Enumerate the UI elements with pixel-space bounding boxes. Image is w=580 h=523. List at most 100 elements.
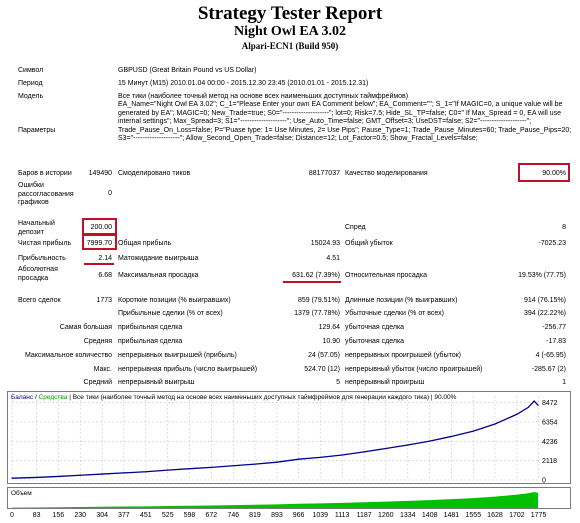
y-tick-label: 6354: [542, 419, 558, 426]
x-tick-label: 1260: [378, 512, 394, 519]
balance-point: [123, 472, 125, 474]
largest-loss-value: -256.77: [542, 324, 566, 331]
x-tick-label: 1481: [443, 512, 460, 519]
max-loss-label: непрерывный убыток (число проигрышей): [345, 366, 483, 373]
x-tick-label: 1628: [487, 512, 503, 519]
x-tick-label: 156: [52, 512, 65, 519]
period-value: 15 Минут (M15) 2010.01.04 00:00 - 2015.1…: [118, 80, 369, 87]
x-tick-label: 598: [183, 512, 196, 519]
balance-point: [232, 465, 234, 467]
balance-point: [276, 461, 278, 463]
balance-point: [429, 440, 431, 442]
spread-value: 8: [562, 224, 566, 231]
reldd-value: 19.53% (77.75): [518, 272, 566, 279]
maxcount-losses-value: 4 (-65.95): [535, 352, 566, 359]
bars-label: Баров в истории: [18, 170, 72, 177]
x-tick-label: 1334: [399, 512, 416, 519]
balance-point: [494, 423, 496, 425]
maxdd-value: 631.62 (7.39%): [292, 272, 340, 279]
x-tick-label: 893: [271, 512, 283, 519]
balance-point: [450, 435, 452, 438]
highlight-deposit: [82, 218, 117, 235]
average-loss-value: -17.83: [546, 338, 566, 345]
deposit-label: Начальный депозит: [18, 220, 55, 236]
balance-point: [210, 466, 212, 468]
average-profit-label: прибыльная сделка: [118, 338, 183, 345]
y-tick-label: 8472: [542, 400, 558, 407]
x-tick-label: 819: [249, 512, 261, 519]
grossloss-value: -7025.23: [538, 240, 566, 247]
legend-equity: Средства: [38, 394, 68, 401]
x-tick-label: 525: [161, 512, 174, 519]
model-label: Модель: [18, 93, 44, 100]
balance-point: [36, 476, 38, 479]
x-tick-label: 1555: [465, 512, 482, 519]
spread-label: Спред: [345, 224, 366, 231]
balance-chart: 8472 6354 4236 2118 0 Баланс / Средства | Вс…: [7, 391, 571, 484]
x-tick-label: 966: [292, 512, 305, 519]
grossloss-label: Общий убыток: [345, 240, 393, 247]
largest-label: Самая большая: [59, 324, 112, 331]
balance-point: [533, 400, 535, 402]
symbol-value: GBPUSD (Great Britain Pound vs US Dollar…: [118, 67, 257, 74]
balance-point: [537, 404, 539, 406]
legend-quality: 90.00%: [434, 394, 457, 401]
balance-point: [254, 463, 256, 465]
quality-label: Качество моделирования: [345, 170, 428, 177]
balance-point: [527, 406, 529, 409]
legend-model: Все тики (наиболее точный метод на основ…: [72, 394, 430, 401]
chart-grid: [11, 396, 539, 481]
balance-point: [516, 413, 518, 415]
profit-trades-label: Прибыльные сделки (% от всех): [118, 310, 223, 317]
volume-area: [12, 492, 538, 508]
underline-pf: [84, 263, 114, 265]
netprofit-label: Чистая прибыль: [18, 240, 72, 247]
average-label: Средняя: [83, 338, 112, 345]
avg-label: Средний: [83, 379, 112, 386]
model-value: Все тики (наиболее точный метод на основ…: [118, 93, 409, 100]
x-tick-label: 230: [74, 512, 87, 519]
underline-maxdd: [283, 281, 341, 283]
grossprofit-label: Общая прибыль: [118, 240, 172, 247]
avg-losses-label: непрерывный проигрыш: [345, 379, 425, 386]
x-tick-label: 672: [205, 512, 218, 519]
volume-chart-svg: [12, 492, 538, 508]
pf-label: Прибыльность: [18, 255, 66, 262]
report-title: Strategy Tester Report: [197, 3, 383, 24]
deposit-value: 200.00: [90, 224, 112, 231]
max-loss-value: -285.67 (2): [531, 366, 566, 373]
balance-point: [407, 444, 409, 446]
broker-build: Alpari-ECN1 (Build 950): [241, 41, 339, 51]
balance-point: [363, 451, 365, 453]
max-profit-label: непрерывная прибыль (число выигрышей): [118, 366, 258, 373]
balance-line: [11, 400, 539, 479]
volume-chart: Объем: [7, 487, 571, 509]
balance-point: [11, 477, 13, 479]
balance-chart-svg: 8472 6354 4236 2118 0: [11, 396, 558, 483]
x-tick-label: 746: [227, 512, 240, 519]
largest-profit-value: 129.64: [318, 324, 340, 331]
y-tick-label: 0: [542, 478, 546, 484]
chart-plot: [11, 400, 539, 479]
grossprofit-value: 15024.93: [310, 240, 340, 247]
balance-point: [319, 456, 321, 458]
quality-value: 90.00%: [542, 170, 566, 177]
x-tick-label: 304: [96, 512, 109, 519]
x-tick-label: 377: [118, 512, 130, 519]
balance-point: [297, 458, 300, 460]
max-profit-value: 524.70 (12): [304, 366, 340, 373]
x-tick-label: 1113: [334, 512, 350, 519]
bars-value: 149490: [88, 170, 112, 177]
short-label: Короткие позиции (% выигравших): [118, 297, 231, 304]
volume-plot: [12, 492, 538, 508]
balance-point: [57, 475, 59, 478]
pf-value: 2.14: [98, 255, 112, 262]
params-label: Параметры: [18, 127, 56, 134]
volume-label: Объем: [11, 490, 32, 497]
legend-balance: Баланс: [11, 394, 34, 401]
absdd-value: 6.68: [98, 272, 112, 279]
x-tick-label: 83: [32, 512, 41, 519]
x-tick-label: 1408: [421, 512, 438, 519]
x-tick-label: 0: [10, 512, 14, 519]
y-axis: 8472 6354 4236 2118 0: [542, 400, 558, 483]
